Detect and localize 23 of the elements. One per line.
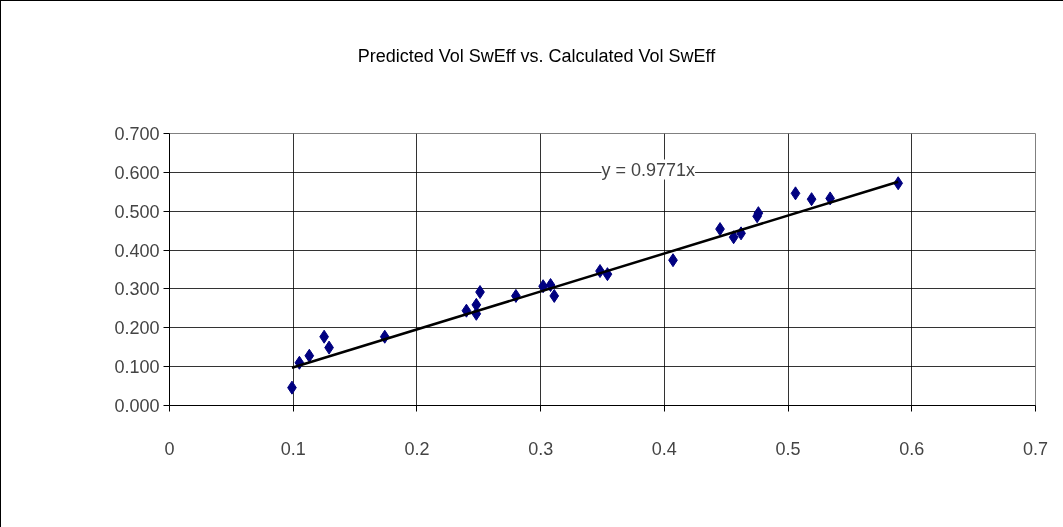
x-tick-label: 0.4	[651, 438, 677, 459]
point	[304, 348, 315, 363]
y-tick-label: 0.200	[114, 318, 160, 339]
point	[728, 230, 739, 245]
annotation: y = 0.9771x	[601, 159, 696, 180]
point	[790, 186, 801, 201]
y-tick-label: 0.100	[114, 357, 160, 378]
y-tick-label: 0.700	[114, 124, 160, 144]
x-tick-label: 0	[164, 438, 175, 459]
y-tick-label: 0.400	[114, 240, 160, 261]
x-tick-label: 0.2	[404, 438, 430, 459]
y-tick-label: 0.600	[114, 162, 160, 183]
point	[806, 192, 817, 207]
x-tick-label: 0.3	[528, 438, 554, 459]
y-tick-label: 0.300	[114, 279, 160, 300]
x-tick-label: 0.6	[899, 438, 925, 459]
chart-title: Predicted Vol SwEff vs. Calculated Vol SwEff	[357, 45, 716, 68]
point	[549, 288, 560, 303]
y-tick-label: 0.500	[114, 201, 160, 222]
x-tick-label: 0.1	[280, 438, 306, 459]
x-tick-label: 0.7	[1022, 438, 1049, 459]
y-tick-label: 0.000	[114, 396, 160, 416]
x-tick-label: 0.5	[775, 438, 801, 459]
